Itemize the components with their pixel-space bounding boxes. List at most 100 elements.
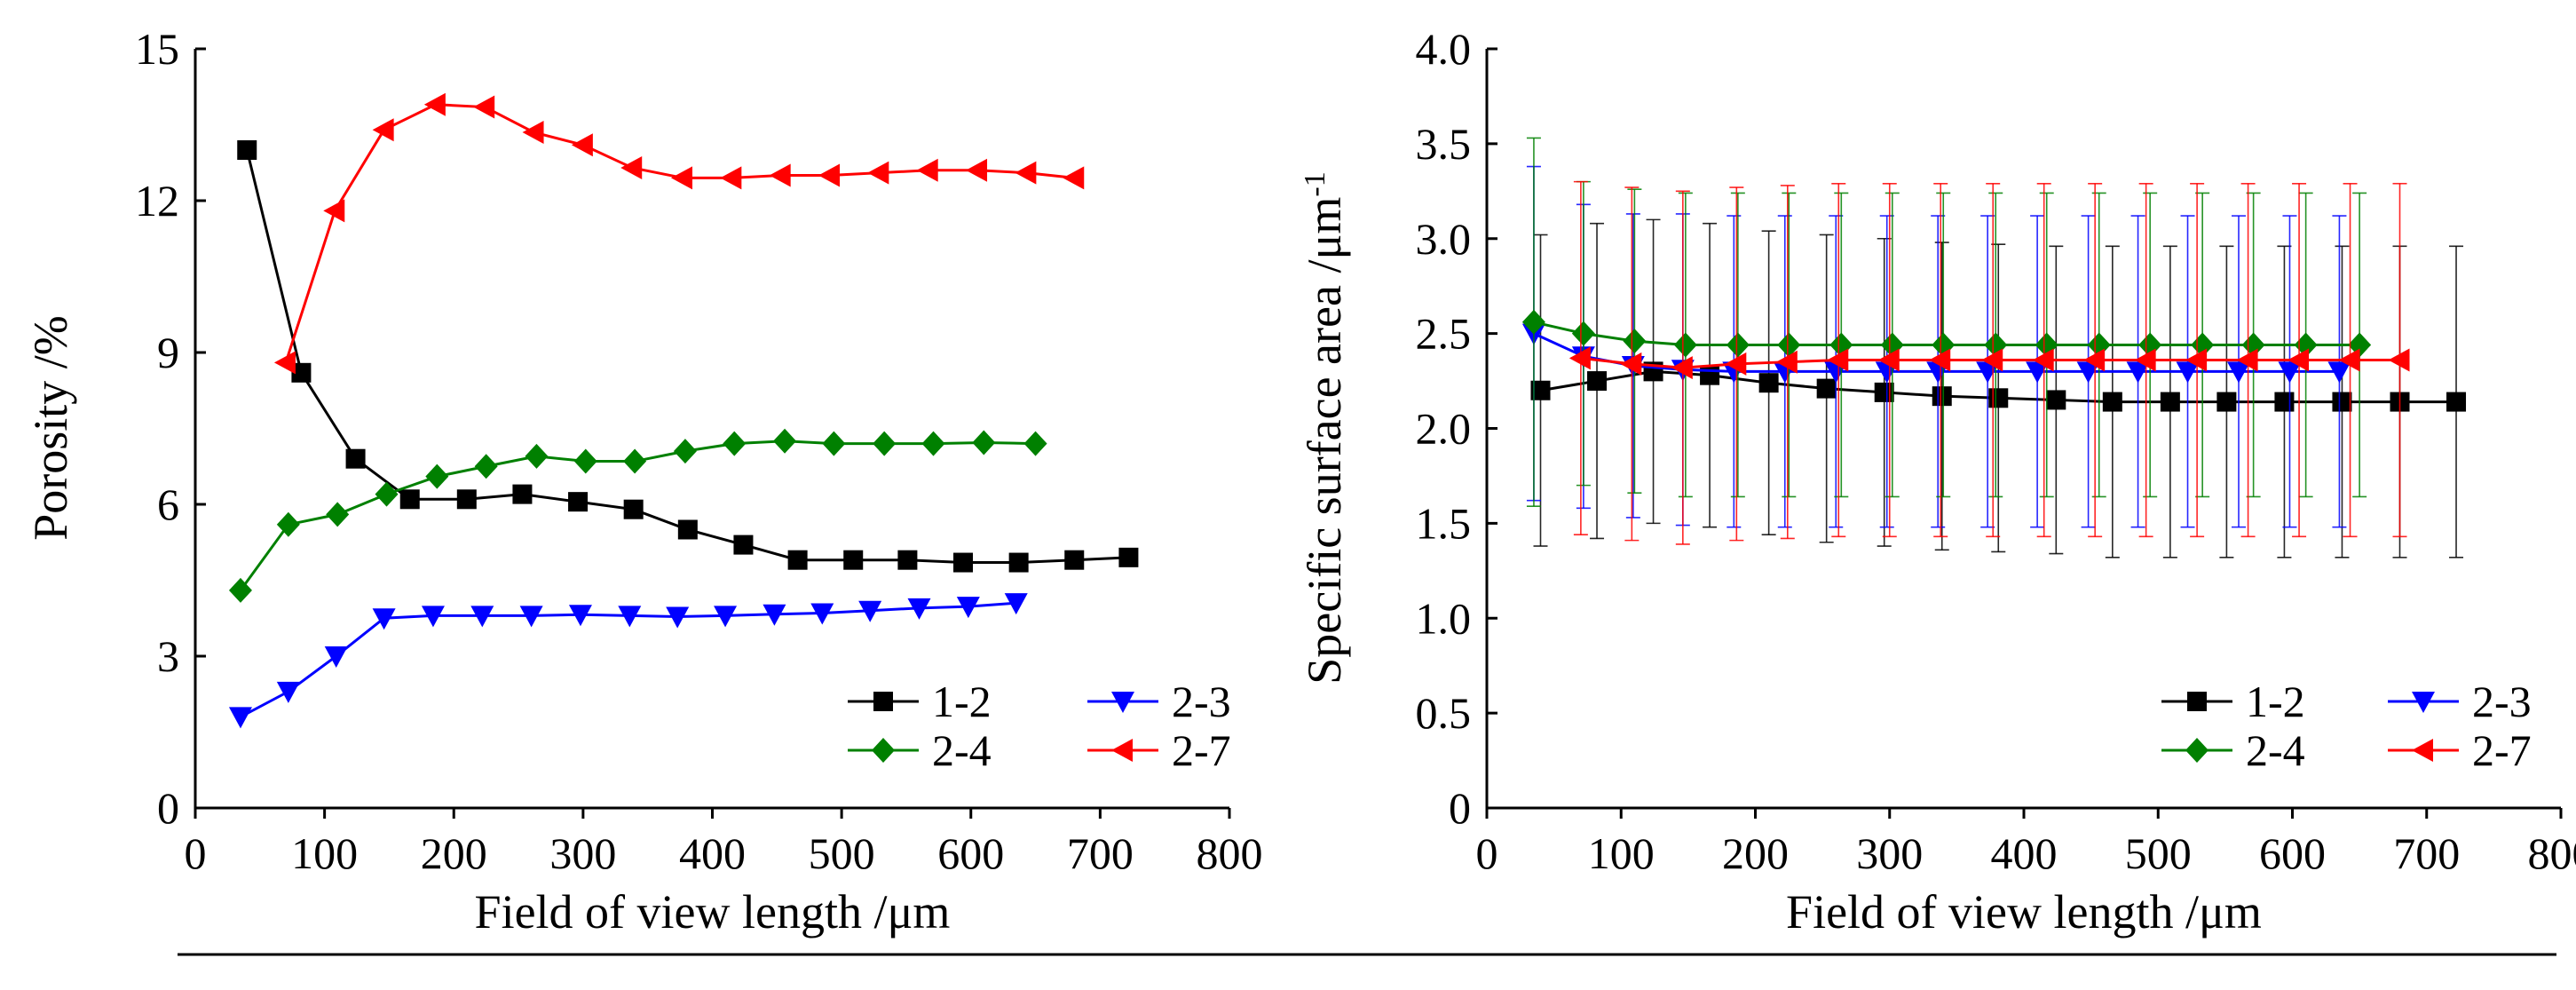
data-point bbox=[522, 121, 544, 145]
data-point bbox=[372, 608, 396, 630]
data-point bbox=[372, 118, 394, 142]
data-point bbox=[525, 443, 549, 469]
data-point bbox=[228, 577, 252, 603]
legend-marker bbox=[873, 692, 893, 711]
data-point bbox=[2102, 392, 2122, 412]
data-point bbox=[618, 606, 642, 628]
y-axis-title: Specific surface area /μm-1 bbox=[1298, 171, 1351, 684]
x-tick-label: 600 bbox=[2259, 828, 2326, 878]
x-tick-label: 100 bbox=[291, 828, 358, 878]
series-2-4 bbox=[228, 428, 1047, 603]
data-point bbox=[666, 606, 690, 629]
data-point bbox=[769, 163, 791, 187]
data-point bbox=[425, 463, 449, 489]
data-point bbox=[1569, 346, 1591, 370]
x-tick-label: 800 bbox=[1197, 828, 1263, 878]
chart-panel-1: 0 3 6 9 12 15 0 100 200 300 400 500 600 700 800 Field o… bbox=[24, 24, 1263, 939]
x-tick-label: 500 bbox=[809, 828, 875, 878]
data-point bbox=[1008, 552, 1029, 573]
legend-marker bbox=[2412, 739, 2433, 762]
y-tick-label: 2.0 bbox=[1416, 404, 1472, 454]
data-point bbox=[573, 448, 597, 474]
data-point bbox=[2332, 392, 2352, 412]
series-1-2 bbox=[237, 140, 1139, 573]
data-point bbox=[873, 431, 897, 456]
x-tick-label: 500 bbox=[2125, 828, 2192, 878]
data-point bbox=[2327, 361, 2351, 384]
data-point bbox=[2227, 361, 2250, 384]
data-point bbox=[2338, 348, 2360, 372]
data-point bbox=[858, 600, 882, 622]
data-point bbox=[2185, 348, 2208, 372]
y-tick-label: 0 bbox=[1449, 783, 1471, 833]
data-point bbox=[2134, 348, 2156, 372]
legend-entry-2-4: 2-4 bbox=[848, 725, 992, 775]
data-point bbox=[1988, 388, 2009, 408]
y-tick-label: 0 bbox=[157, 783, 179, 833]
series-1-2 bbox=[1530, 218, 2467, 558]
legend-label: 2-7 bbox=[1172, 725, 1231, 775]
data-point bbox=[375, 481, 399, 507]
data-point bbox=[2176, 361, 2200, 384]
data-point bbox=[326, 502, 350, 527]
data-point bbox=[568, 605, 592, 627]
data-point bbox=[345, 448, 366, 469]
legend-entry-2-3: 2-3 bbox=[1087, 677, 1231, 726]
x-tick-label: 400 bbox=[679, 828, 746, 878]
legend: 1-2 2-3 2-4 2-7 bbox=[2161, 677, 2532, 775]
series-2-7 bbox=[273, 92, 1085, 375]
data-point bbox=[2126, 361, 2150, 384]
data-point bbox=[568, 492, 589, 512]
legend-entry-2-3: 2-3 bbox=[2388, 677, 2532, 726]
legend-entry-1-2: 1-2 bbox=[848, 677, 992, 726]
data-point bbox=[822, 431, 846, 456]
x-tick-label: 200 bbox=[1722, 828, 1789, 878]
data-point bbox=[1673, 332, 1697, 358]
data-point bbox=[2288, 348, 2310, 372]
series-line bbox=[284, 103, 1075, 363]
data-point bbox=[2138, 332, 2162, 358]
series-2-4 bbox=[1521, 137, 2372, 507]
legend-entry-2-4: 2-4 bbox=[2161, 725, 2305, 775]
data-point bbox=[291, 362, 312, 383]
data-point bbox=[1571, 321, 1595, 346]
legend-label: 1-2 bbox=[2246, 677, 2305, 726]
data-point bbox=[1775, 350, 1798, 374]
data-point bbox=[1015, 161, 1037, 185]
data-point bbox=[907, 598, 931, 620]
data-point bbox=[1777, 332, 1801, 358]
y-tick-label: 3.5 bbox=[1416, 119, 1472, 169]
data-point bbox=[2278, 361, 2302, 384]
data-point bbox=[787, 550, 808, 570]
data-point bbox=[474, 454, 498, 479]
x-tick-label: 0 bbox=[1476, 828, 1498, 878]
x-tick-label: 200 bbox=[421, 828, 487, 878]
data-point bbox=[1671, 356, 1693, 380]
data-point bbox=[2446, 392, 2467, 412]
y-axis-title: Porosity /% bbox=[24, 315, 77, 541]
data-point bbox=[1929, 348, 1951, 372]
data-point bbox=[1816, 378, 1837, 399]
data-point bbox=[714, 606, 738, 628]
data-point bbox=[2032, 348, 2054, 372]
x-tick-label: 300 bbox=[549, 828, 616, 878]
data-point bbox=[1023, 431, 1047, 456]
data-point bbox=[723, 431, 747, 456]
data-point bbox=[972, 430, 996, 455]
data-point bbox=[620, 155, 643, 179]
legend-entry-1-2: 1-2 bbox=[2161, 677, 2305, 726]
x-axis-title: Field of view length /μm bbox=[1786, 885, 2262, 939]
y-tick-label: 0.5 bbox=[1416, 688, 1472, 738]
y-tick-label: 1.5 bbox=[1416, 498, 1472, 548]
data-point bbox=[1758, 373, 1779, 393]
y-tick-label: 15 bbox=[135, 24, 179, 74]
data-point bbox=[733, 535, 754, 555]
data-point bbox=[273, 351, 296, 375]
data-point bbox=[1521, 309, 1545, 335]
legend-label: 2-4 bbox=[932, 725, 992, 775]
data-point bbox=[921, 431, 945, 456]
data-point bbox=[623, 499, 644, 519]
data-point bbox=[423, 92, 446, 116]
y-tick-label: 3.0 bbox=[1416, 214, 1472, 264]
data-point bbox=[2026, 361, 2050, 384]
